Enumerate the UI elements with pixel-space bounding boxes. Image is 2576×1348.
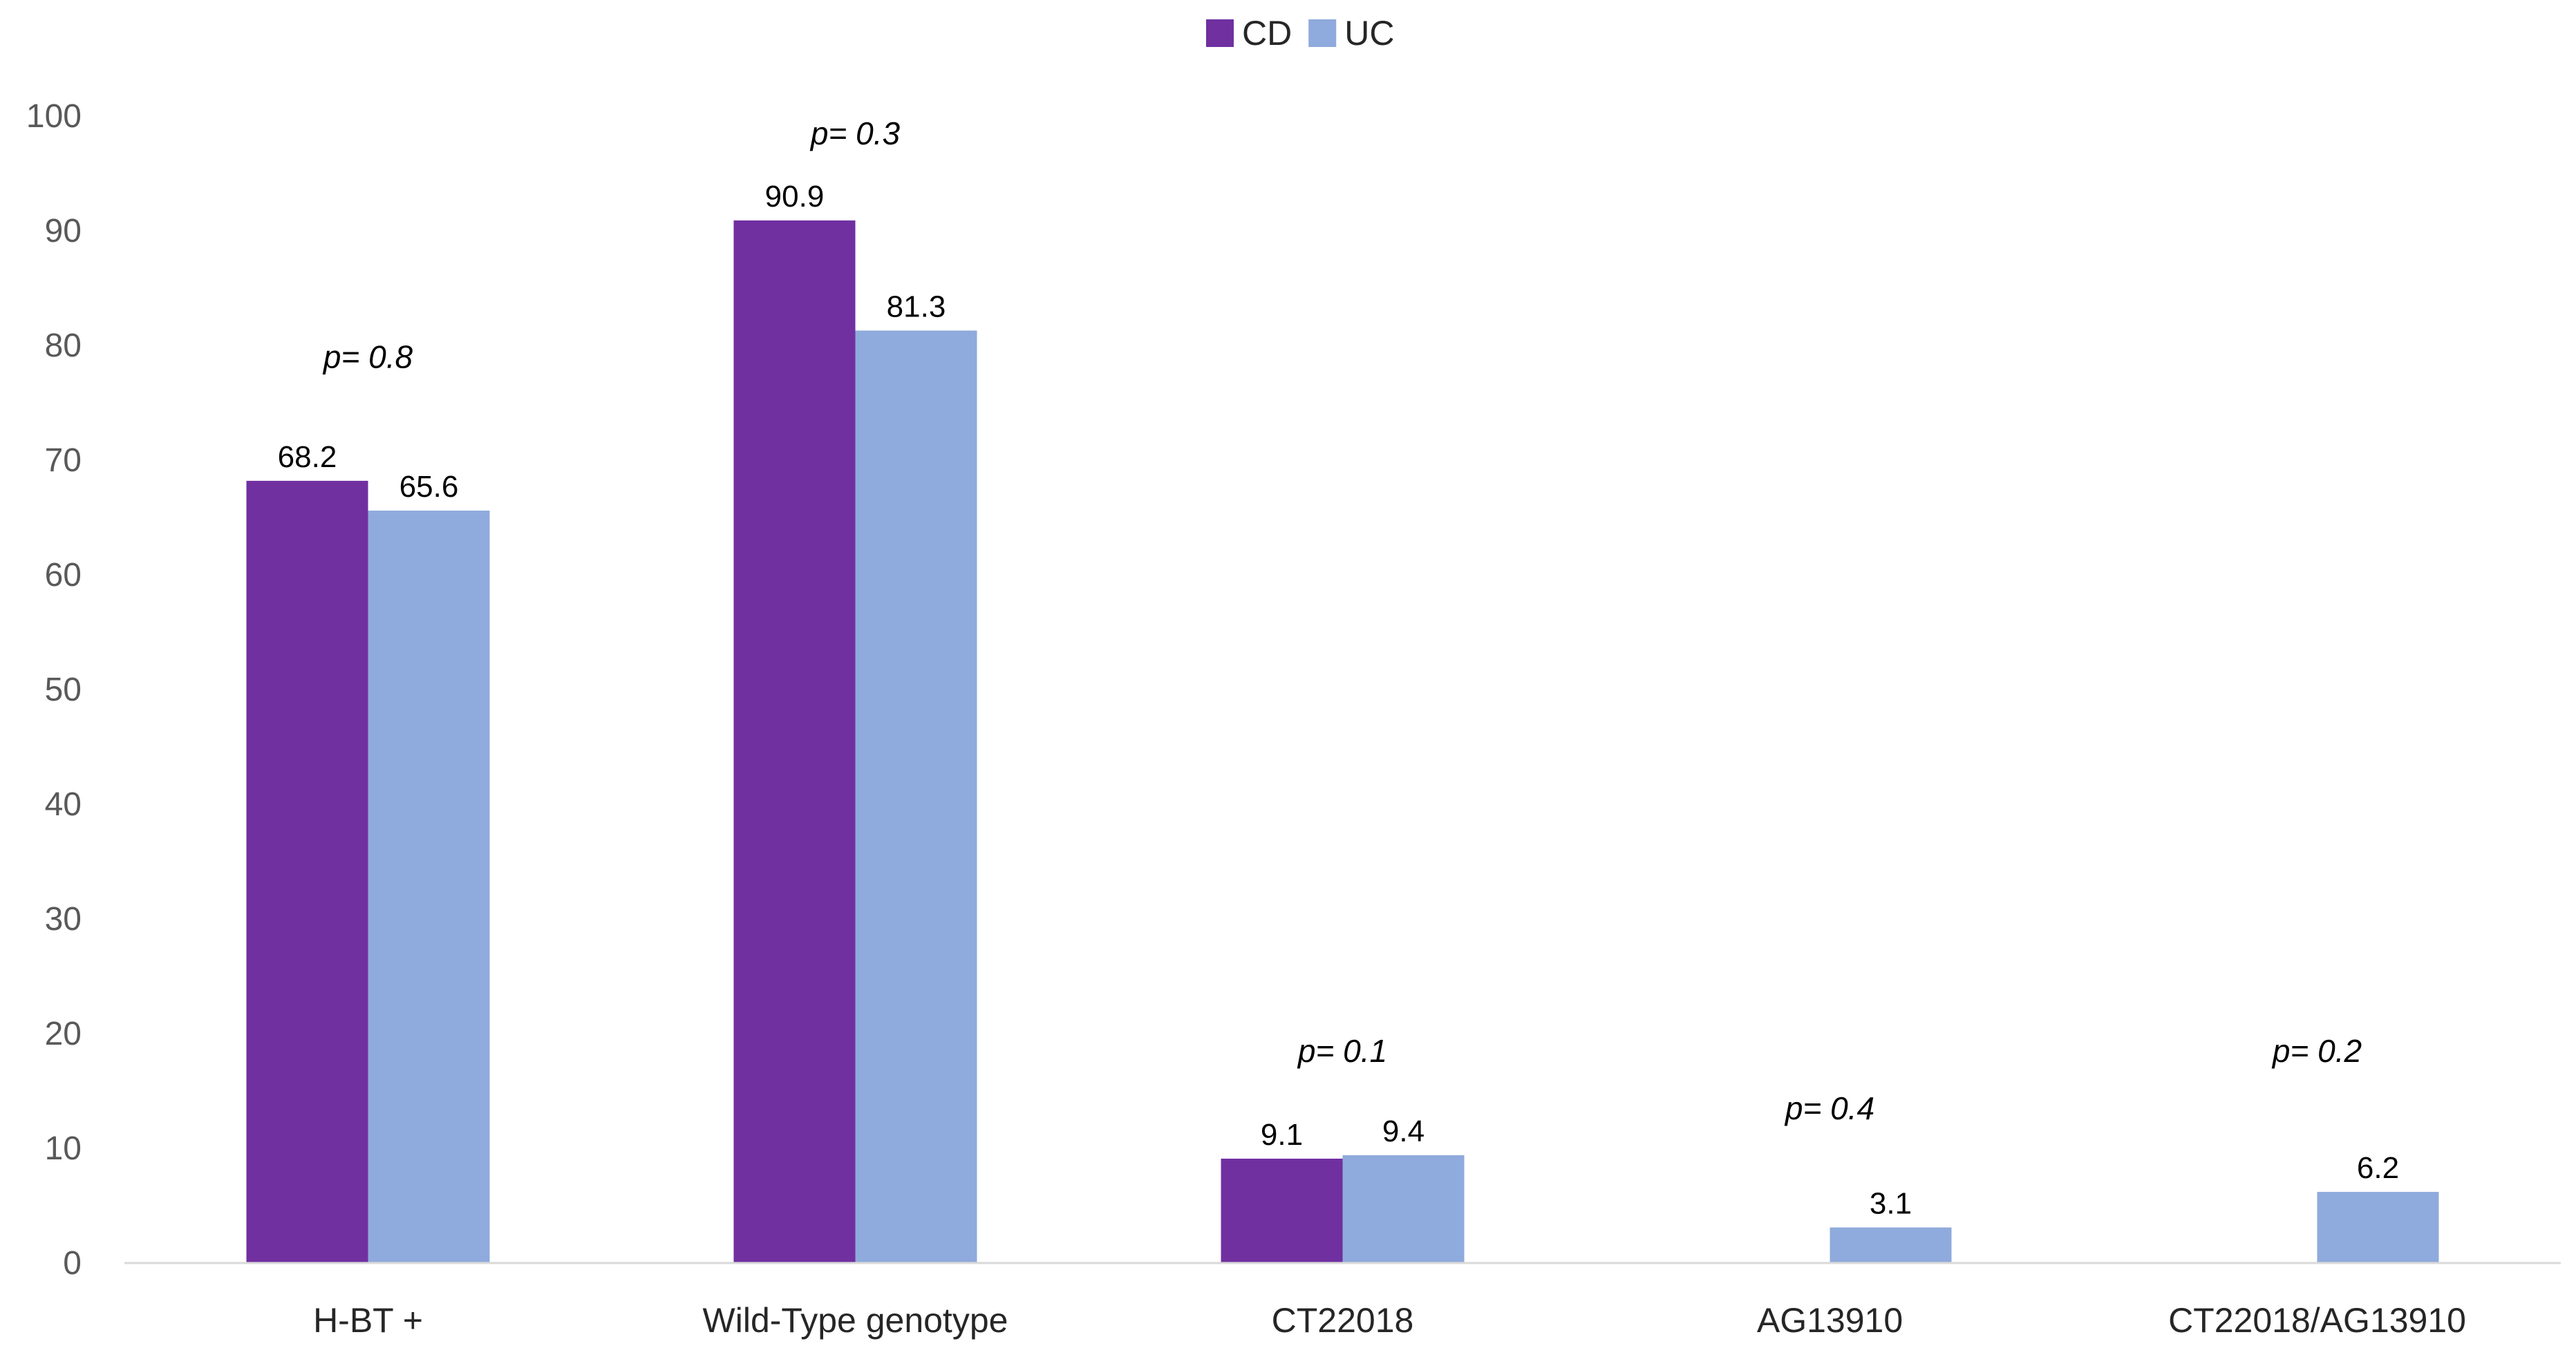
- data-label: 90.9: [765, 180, 825, 213]
- legend-label-cd: CD: [1242, 14, 1292, 53]
- x-tick-label: H-BT +: [313, 1301, 423, 1340]
- bar-uc: [368, 511, 490, 1263]
- data-label: 65.6: [399, 470, 459, 504]
- data-label: 9.4: [1382, 1114, 1425, 1148]
- bar-uc: [1342, 1155, 1465, 1263]
- p-value-annotation: p= 0.2: [2271, 1033, 2362, 1069]
- legend-swatch-uc: [1308, 19, 1337, 47]
- y-axis: 0 10 20 30 40 50 60 70 80 90 100: [26, 98, 82, 1282]
- y-tick-label: 50: [45, 672, 82, 708]
- bar-uc: [1830, 1227, 1952, 1263]
- x-tick-label: AG13910: [1757, 1301, 1903, 1340]
- plot-area: 68.2 65.6 90.9 81.3 9.1 9.4 3.1 6.2 p= 0.8 p= 0.3…: [246, 115, 2439, 1263]
- y-tick-label: 30: [45, 901, 82, 938]
- y-tick-label: 40: [45, 786, 82, 823]
- data-label: 9.1: [1261, 1118, 1303, 1152]
- bar-uc: [2317, 1192, 2439, 1263]
- p-value-annotation: p= 0.3: [809, 115, 901, 151]
- legend-label-uc: UC: [1344, 14, 1394, 53]
- p-value-annotation: p= 0.1: [1297, 1033, 1387, 1069]
- p-value-annotation: p= 0.8: [322, 339, 413, 375]
- data-label: 3.1: [1870, 1187, 1912, 1221]
- y-tick-label: 20: [45, 1016, 82, 1052]
- bar-cd: [733, 220, 856, 1263]
- y-tick-label: 0: [63, 1245, 82, 1282]
- y-tick-label: 10: [45, 1130, 82, 1167]
- x-tick-label: CT22018/AG13910: [2168, 1301, 2466, 1340]
- data-label: 6.2: [2357, 1151, 2399, 1185]
- y-tick-label: 100: [26, 98, 82, 135]
- data-label: 81.3: [887, 289, 946, 323]
- bar-cd: [246, 480, 368, 1263]
- x-tick-label: CT22018: [1272, 1301, 1414, 1340]
- y-tick-label: 80: [45, 327, 82, 364]
- y-tick-label: 90: [45, 213, 82, 249]
- legend: CD UC: [1206, 14, 1394, 53]
- x-axis: H-BT + Wild-Type genotype CT22018 AG13910 CT…: [124, 1262, 2561, 1340]
- legend-swatch-cd: [1206, 19, 1234, 47]
- x-tick-label: Wild-Type genotype: [703, 1301, 1008, 1340]
- data-label: 68.2: [278, 440, 337, 474]
- bar-uc: [855, 330, 977, 1263]
- bar-cd: [1221, 1158, 1343, 1263]
- p-value-annotation: p= 0.4: [1784, 1090, 1874, 1126]
- y-tick-label: 60: [45, 557, 82, 594]
- y-tick-label: 70: [45, 442, 82, 479]
